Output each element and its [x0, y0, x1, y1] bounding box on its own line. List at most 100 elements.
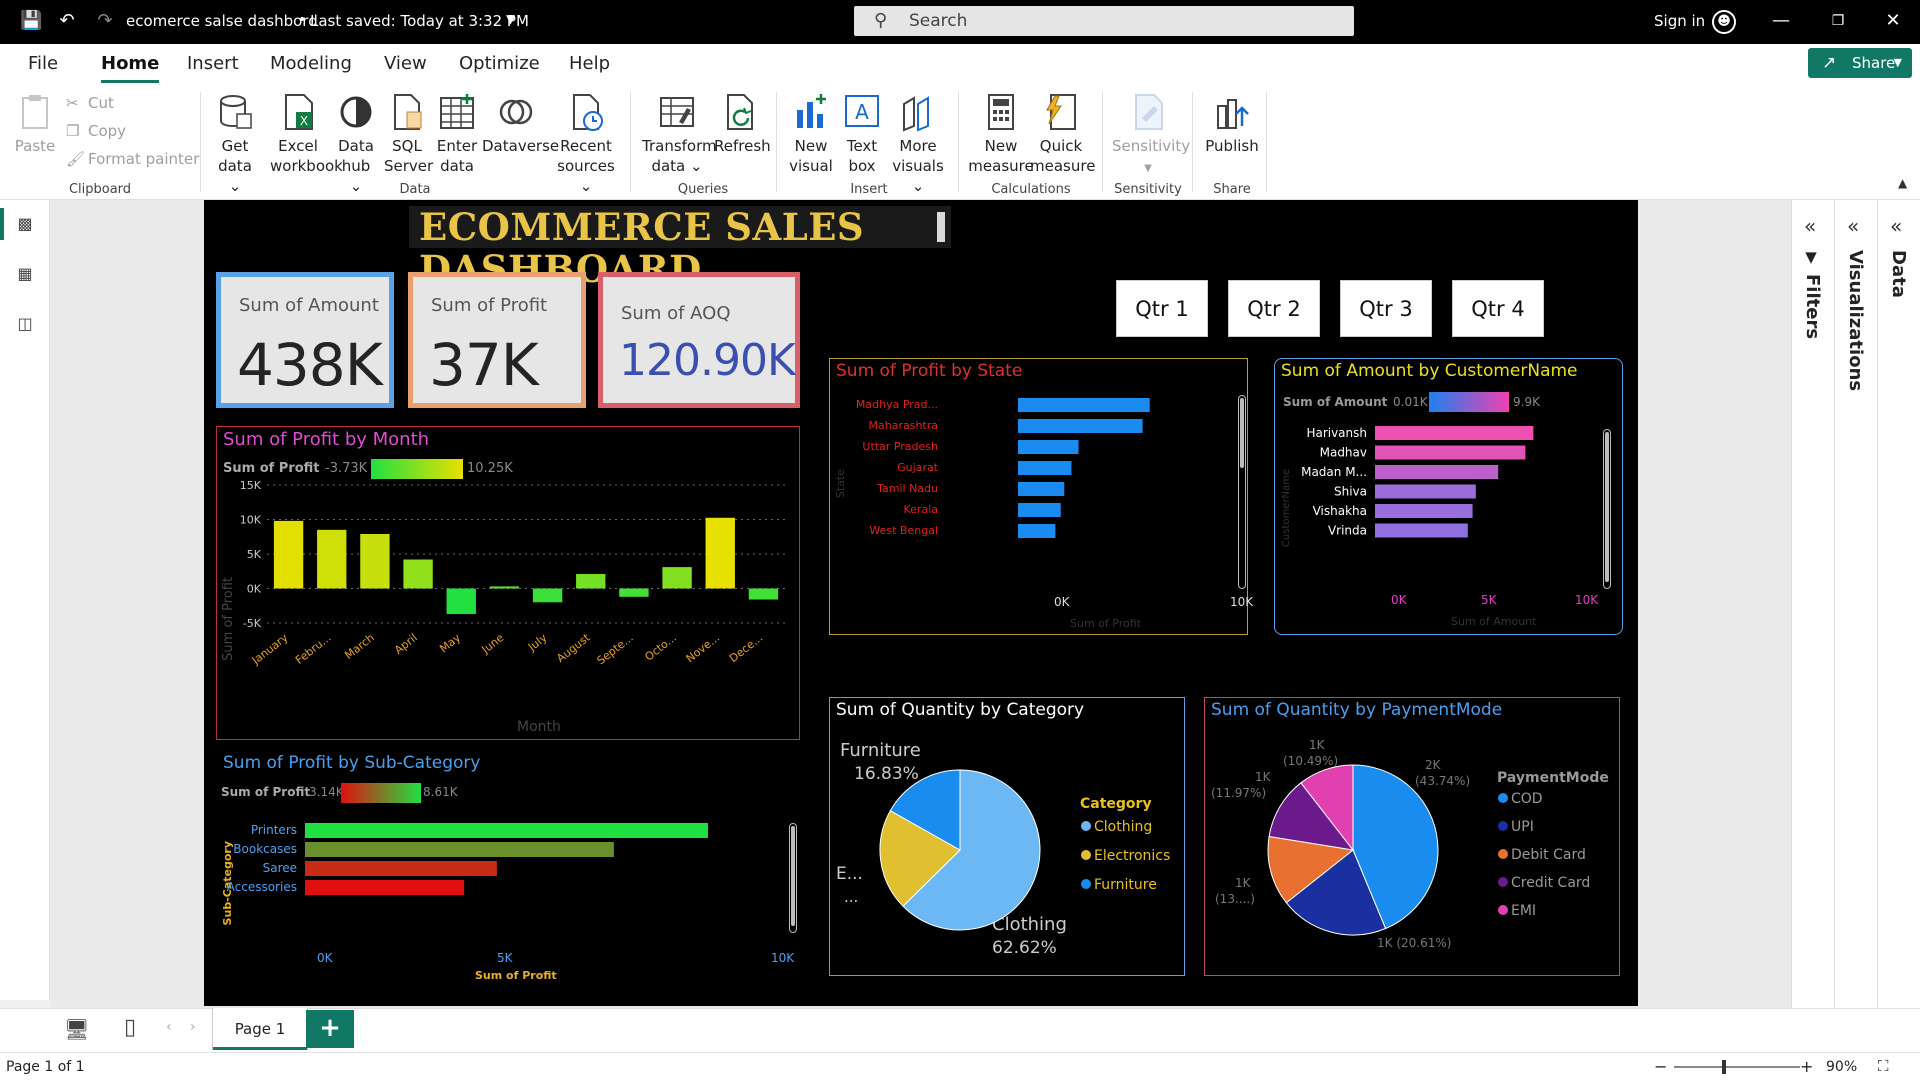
- slicer-qtr-4[interactable]: Qtr 4: [1452, 280, 1544, 337]
- scrollbar-track[interactable]: [789, 823, 797, 933]
- model-view-icon[interactable]: ◫: [17, 314, 33, 333]
- menu-file[interactable]: File: [28, 53, 59, 74]
- menu-view[interactable]: View: [384, 53, 427, 74]
- chevron-left-icon[interactable]: «: [1890, 214, 1903, 238]
- card-value: 120.90K: [619, 335, 796, 386]
- slicer-qtr-1[interactable]: Qtr 1: [1116, 280, 1208, 337]
- chart-profit-by-month[interactable]: Sum of Profit by Month Sum of Profit -3.…: [216, 426, 800, 740]
- y-tick: Vishakha: [1313, 504, 1367, 518]
- redo-icon[interactable]: ↷: [97, 10, 113, 31]
- search-box[interactable]: ⚲ Search: [854, 6, 1354, 36]
- close-icon[interactable]: ✕: [1885, 10, 1901, 31]
- save-icon[interactable]: 💾: [20, 10, 43, 31]
- cut-button[interactable]: Cut: [88, 94, 114, 112]
- chart-amount-by-customer[interactable]: Sum of Amount by CustomerName Sum of Amo…: [1274, 358, 1623, 635]
- data-hub-label-2: hub ⌄: [341, 157, 371, 195]
- tab-page-1[interactable]: Page 1: [212, 1008, 308, 1050]
- fit-to-page-icon[interactable]: ⛶: [1878, 1057, 1889, 1075]
- get-data-button[interactable]: Get data ⌄: [210, 92, 260, 196]
- sign-in-button[interactable]: Sign in: [1654, 12, 1706, 30]
- add-page-button[interactable]: +: [306, 1010, 354, 1048]
- scrollbar-track[interactable]: [1603, 429, 1611, 589]
- legend-swatch: [1498, 849, 1508, 859]
- filters-pane[interactable]: « ▼ Filters: [1792, 200, 1835, 1008]
- text-box-button[interactable]: A Text box: [840, 92, 884, 176]
- menu-optimize[interactable]: Optimize: [459, 53, 540, 74]
- recent-sources-button[interactable]: Recent sources ⌄: [554, 92, 618, 196]
- card-label: Sum of Amount: [239, 295, 379, 316]
- more-visuals-button[interactable]: More visuals ⌄: [888, 92, 948, 196]
- zoom-slider[interactable]: [1674, 1060, 1800, 1074]
- prev-page-icon[interactable]: ‹: [166, 1019, 172, 1035]
- collapse-ribbon-icon[interactable]: ▲: [1898, 176, 1908, 190]
- new-measure-button[interactable]: New measure: [968, 92, 1034, 176]
- desktop-layout-icon[interactable]: 🖥: [64, 1017, 90, 1041]
- legend-item: Electronics: [1094, 848, 1170, 864]
- excel-workbook-button[interactable]: X Excel workbook: [270, 92, 343, 176]
- svg-text:X: X: [300, 114, 308, 128]
- divider: [200, 92, 201, 192]
- report-view-icon[interactable]: ▩: [17, 214, 33, 233]
- chart-title: Sum of Quantity by Category: [836, 700, 1085, 720]
- chart-quantity-by-paymentmode[interactable]: Sum of Quantity by PaymentMode 2K (43.74…: [1204, 697, 1620, 976]
- menu-modeling[interactable]: Modeling: [270, 53, 352, 74]
- mobile-layout-icon[interactable]: ▯: [124, 1015, 137, 1040]
- enter-data-button[interactable]: Enter data: [434, 92, 480, 176]
- transform-data-button[interactable]: Transform data ⌄: [642, 92, 717, 176]
- card-sum-of-profit[interactable]: Sum of Profit 37K: [408, 272, 586, 408]
- share-button[interactable]: ↗ Share ▼: [1808, 48, 1912, 78]
- more-visuals-label: More: [899, 137, 937, 155]
- scrollbar-thumb[interactable]: [1240, 398, 1244, 468]
- format-painter-button[interactable]: Format painter: [88, 150, 200, 168]
- y-tick: Bookcases: [233, 842, 297, 856]
- card-sum-of-amount[interactable]: Sum of Amount 438K: [216, 272, 394, 408]
- scrollbar-track[interactable]: [1238, 395, 1246, 589]
- data-hub-button[interactable]: Data hub ⌄: [334, 92, 378, 196]
- restore-icon[interactable]: ❐: [1831, 13, 1845, 29]
- dataverse-button[interactable]: Dataverse: [482, 92, 559, 156]
- legend-swatch: [1081, 850, 1091, 860]
- card-sum-of-aoq[interactable]: Sum of AOQ 120.90K: [598, 272, 800, 408]
- menu-help[interactable]: Help: [569, 53, 611, 74]
- data-pane[interactable]: « Data: [1878, 200, 1920, 1008]
- bar: [619, 588, 649, 597]
- chart-profit-by-subcategory[interactable]: Sum of Profit by Sub-Category Sum of Pro…: [216, 750, 800, 1000]
- data-label: Data: [1888, 250, 1909, 298]
- scrollbar-thumb[interactable]: [791, 826, 795, 926]
- undo-icon[interactable]: ↶: [59, 10, 75, 31]
- dashboard-title-text: ECOMMERCE SALES DASHBOARD: [419, 205, 865, 291]
- next-page-icon[interactable]: ›: [190, 1019, 196, 1035]
- chevron-down-icon[interactable]: ▼: [506, 12, 516, 26]
- slicer-qtr-3[interactable]: Qtr 3: [1340, 280, 1432, 337]
- chart-profit-by-state[interactable]: Sum of Profit by State State Sum of Prof…: [829, 358, 1253, 635]
- filter-icon: ▼: [1802, 248, 1820, 266]
- new-visual-button[interactable]: New visual: [788, 92, 834, 176]
- table-view-icon[interactable]: ▦: [17, 264, 33, 283]
- publish-button[interactable]: Publish: [1202, 92, 1262, 156]
- sql-server-button[interactable]: SQL Server: [384, 92, 433, 176]
- bar: [1018, 440, 1079, 454]
- menu-home[interactable]: Home: [101, 53, 160, 83]
- zoom-in-icon[interactable]: +: [1800, 1057, 1814, 1076]
- pie-slice: [1285, 849, 1387, 936]
- menu-insert[interactable]: Insert: [187, 53, 239, 74]
- minimize-icon[interactable]: —: [1772, 10, 1790, 31]
- copy-button[interactable]: Copy: [88, 122, 127, 140]
- y-tick: 15K: [240, 479, 262, 492]
- visualizations-pane[interactable]: « Visualizations: [1835, 200, 1878, 1008]
- user-avatar-icon[interactable]: ☻: [1712, 10, 1736, 34]
- paste-button[interactable]: Paste: [14, 92, 56, 156]
- zoom-slider-thumb[interactable]: [1722, 1060, 1726, 1074]
- chevron-left-icon[interactable]: «: [1847, 214, 1860, 238]
- quick-measure-button[interactable]: Quick measure: [1030, 92, 1096, 176]
- scrollbar-thumb[interactable]: [1605, 432, 1609, 582]
- slicer-qtr-2[interactable]: Qtr 2: [1228, 280, 1320, 337]
- legend-min: 0.01K: [1393, 395, 1428, 409]
- refresh-button[interactable]: Refresh: [714, 92, 771, 156]
- sensitivity-button[interactable]: Sensitivity ▼: [1112, 92, 1190, 179]
- payment-pie: COD UPI Debit Card Credit Card EMI: [1267, 764, 1590, 936]
- zoom-out-icon[interactable]: −: [1654, 1057, 1668, 1076]
- quick-measure-label-2: measure: [1030, 157, 1096, 175]
- chart-quantity-by-category[interactable]: Sum of Quantity by Category Furniture 16…: [829, 697, 1185, 976]
- chevron-left-icon[interactable]: «: [1804, 214, 1817, 238]
